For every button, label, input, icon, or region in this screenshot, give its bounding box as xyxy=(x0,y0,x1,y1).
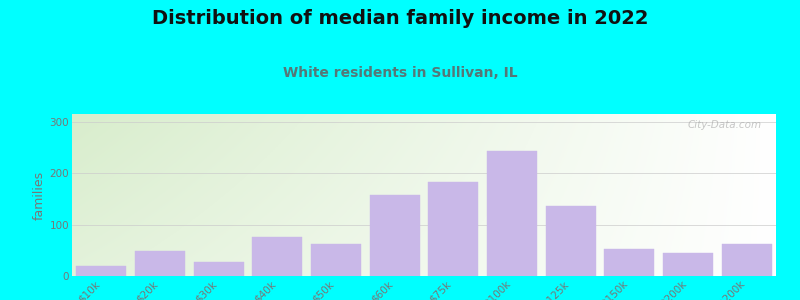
Text: Distribution of median family income in 2022: Distribution of median family income in … xyxy=(152,9,648,28)
Bar xyxy=(253,237,302,276)
Bar xyxy=(194,262,243,276)
Bar xyxy=(663,254,713,276)
Text: City-Data.com: City-Data.com xyxy=(688,121,762,130)
Bar xyxy=(546,206,595,276)
Bar xyxy=(135,251,185,276)
Bar xyxy=(605,249,654,276)
Bar xyxy=(311,244,361,276)
Y-axis label: families: families xyxy=(33,170,46,220)
Text: White residents in Sullivan, IL: White residents in Sullivan, IL xyxy=(282,66,518,80)
Bar xyxy=(429,182,478,276)
Bar xyxy=(487,151,537,276)
Bar xyxy=(370,195,419,276)
Bar xyxy=(77,266,126,276)
Bar xyxy=(722,244,771,276)
